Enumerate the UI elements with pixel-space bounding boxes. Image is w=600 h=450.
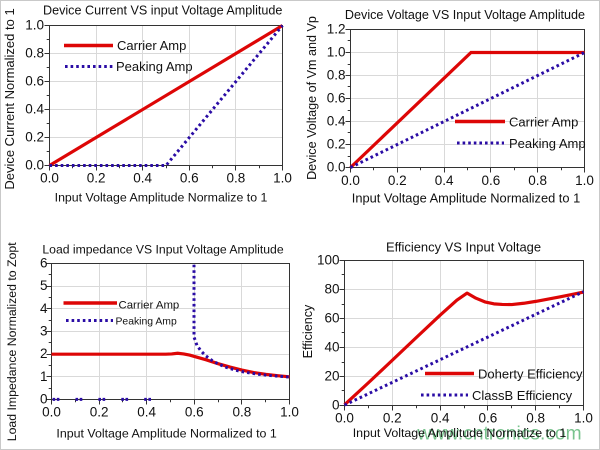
svg-text:1.0: 1.0: [25, 18, 44, 33]
svg-text:1.0: 1.0: [280, 405, 299, 420]
svg-text:40: 40: [324, 340, 339, 355]
svg-text:4: 4: [40, 301, 48, 316]
svg-text:0.6: 0.6: [185, 405, 204, 420]
svg-text:0.8: 0.8: [233, 405, 252, 420]
svg-text:Peaking Amp: Peaking Amp: [116, 316, 177, 327]
svg-text:0.2: 0.2: [87, 171, 106, 186]
svg-text:0.4: 0.4: [435, 173, 454, 188]
svg-text:0.0: 0.0: [42, 405, 61, 420]
svg-text:0.6: 0.6: [25, 74, 44, 89]
svg-text:ClassB Efficiency: ClassB Efficiency: [472, 388, 573, 403]
svg-text:0.2: 0.2: [388, 173, 407, 188]
svg-text:0.2: 0.2: [327, 137, 346, 152]
svg-text:Input Voltage Amplitude Normal: Input Voltage Amplitude Normalize to 1: [55, 191, 268, 205]
svg-text:1.0: 1.0: [574, 411, 593, 426]
svg-text:0.6: 0.6: [479, 411, 498, 426]
svg-text:0.0: 0.0: [25, 158, 44, 173]
svg-text:0.2: 0.2: [383, 411, 402, 426]
svg-text:Carrier Amp: Carrier Amp: [117, 38, 186, 53]
svg-text:Carrier Amp: Carrier Amp: [119, 299, 180, 311]
svg-text:100: 100: [317, 253, 340, 268]
svg-text:0.6: 0.6: [327, 91, 346, 106]
svg-text:0: 0: [332, 398, 340, 413]
svg-text:Carrier Amp: Carrier Amp: [509, 115, 578, 130]
svg-text:Device Current VS input Voltag: Device Current VS input Voltage Amplitud…: [43, 3, 282, 17]
svg-text:0.0: 0.0: [327, 160, 346, 175]
svg-text:Peaking Amp: Peaking Amp: [116, 59, 193, 74]
svg-text:Device Voltage of Vm and Vp: Device Voltage of Vm and Vp: [305, 16, 319, 180]
svg-text:0.4: 0.4: [327, 114, 346, 129]
svg-text:1: 1: [40, 369, 48, 384]
svg-text:0.6: 0.6: [180, 171, 199, 186]
svg-text:80: 80: [324, 282, 339, 297]
svg-text:0.0: 0.0: [341, 173, 360, 188]
svg-text:Doherty Efficiency: Doherty Efficiency: [478, 367, 583, 382]
svg-text:Input Voltage Amplitude Normal: Input Voltage Amplitude Normalized to 1: [352, 191, 580, 206]
svg-text:Input Voltage Amplitude Normal: Input Voltage Amplitude Normalized to 1: [56, 426, 277, 440]
svg-text:60: 60: [324, 311, 339, 326]
svg-text:0.4: 0.4: [25, 102, 44, 117]
svg-text:0.8: 0.8: [227, 171, 246, 186]
svg-text:Peaking Amp: Peaking Amp: [509, 136, 586, 151]
svg-text:Efficiency: Efficiency: [301, 304, 315, 358]
svg-text:1.2: 1.2: [327, 22, 346, 37]
svg-text:Load Impedance Normalized to Z: Load Impedance Normalized to Zopt: [5, 242, 19, 441]
svg-text:0.2: 0.2: [90, 405, 109, 420]
svg-text:Device Voltage VS Input Voltag: Device Voltage VS Input Voltage Amplitud…: [345, 8, 585, 22]
svg-text:0.2: 0.2: [25, 130, 44, 145]
svg-text:Input Voltage Amplitude Normal: Input Voltage Amplitude Normalize to 1: [353, 426, 567, 440]
svg-text:0.4: 0.4: [431, 411, 450, 426]
svg-text:0.8: 0.8: [25, 46, 44, 61]
svg-text:Load impedance VS Input Voltag: Load impedance VS Input Voltage Amplitud…: [42, 242, 283, 256]
svg-text:1.0: 1.0: [327, 45, 346, 60]
svg-text:2: 2: [40, 346, 48, 361]
svg-text:0.0: 0.0: [40, 171, 59, 186]
svg-text:3: 3: [40, 324, 48, 339]
svg-text:1.0: 1.0: [575, 173, 594, 188]
svg-text:6: 6: [40, 256, 48, 271]
svg-text:5: 5: [40, 278, 48, 293]
svg-text:Efficiency VS Input Voltage: Efficiency VS Input Voltage: [386, 240, 541, 255]
svg-text:0.8: 0.8: [327, 68, 346, 83]
svg-text:www.cntronics.com: www.cntronics.com: [416, 423, 581, 444]
svg-text:0: 0: [40, 392, 48, 407]
svg-text:1.0: 1.0: [273, 171, 292, 186]
svg-text:0.8: 0.8: [526, 411, 545, 426]
svg-text:0.0: 0.0: [335, 411, 354, 426]
svg-text:0.8: 0.8: [528, 173, 547, 188]
svg-text:0.6: 0.6: [482, 173, 501, 188]
svg-text:Device Current Normalized to 1: Device Current Normalized to 1: [2, 8, 17, 189]
svg-text:0.4: 0.4: [133, 171, 152, 186]
svg-text:20: 20: [324, 369, 339, 384]
svg-text:0.4: 0.4: [137, 405, 156, 420]
